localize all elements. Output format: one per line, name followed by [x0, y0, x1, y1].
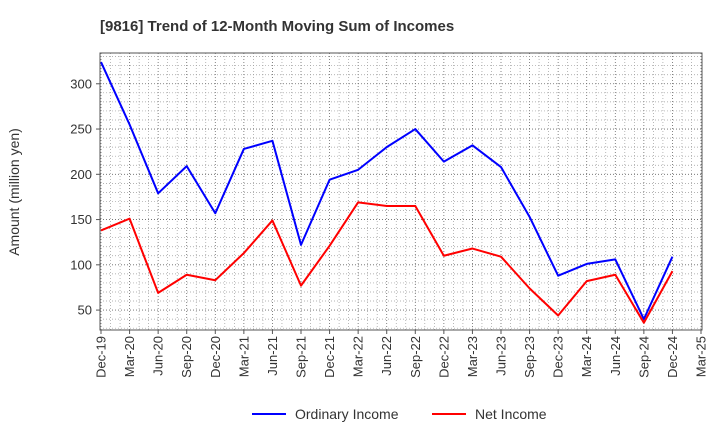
- chart-title: [9816] Trend of 12-Month Moving Sum of I…: [100, 18, 454, 35]
- x-tick-label: Mar-25: [694, 336, 709, 377]
- y-axis-label: Amount (million yen): [6, 128, 22, 256]
- x-tick-label: Jun-22: [379, 336, 394, 376]
- x-tick-label: Jun-24: [608, 336, 623, 376]
- x-tick-label: Mar-23: [465, 336, 480, 377]
- x-tick-label: Mar-20: [122, 336, 137, 377]
- legend-label-1: Net Income: [475, 406, 547, 422]
- x-tick-label: Dec-19: [94, 336, 109, 378]
- x-tick-label: Sep-22: [408, 336, 423, 378]
- x-tick-label: Dec-24: [665, 336, 680, 378]
- grid-lines: [100, 53, 702, 330]
- y-tick-label: 150: [70, 212, 92, 227]
- y-tick-label: 300: [70, 76, 92, 91]
- series-line-0: [100, 61, 674, 321]
- y-tick-label: 50: [78, 303, 92, 318]
- x-tick-label: Sep-23: [522, 336, 537, 378]
- y-tick-label: 250: [70, 122, 92, 137]
- x-tick-label: Dec-23: [551, 336, 566, 378]
- x-tick-label: Sep-20: [179, 336, 194, 378]
- x-tick-label: Mar-22: [351, 336, 366, 377]
- y-tick-label: 200: [70, 167, 92, 182]
- x-tick-label: Mar-21: [236, 336, 251, 377]
- x-tick-label: Jun-21: [265, 336, 280, 376]
- x-axis-ticks: Dec-19 Mar-20 Jun-20 Sep-20 Dec-20 Mar-21 Jun-…: [94, 330, 709, 378]
- series-line-1: [100, 201, 674, 324]
- y-tick-label: 100: [70, 257, 92, 272]
- x-tick-label: Mar-24: [579, 336, 594, 377]
- x-tick-label: Sep-24: [636, 336, 651, 378]
- series-lines: [100, 61, 674, 324]
- x-tick-label: Sep-21: [294, 336, 309, 378]
- x-tick-label: Dec-20: [208, 336, 223, 378]
- legend: Ordinary Income Net Income: [252, 406, 547, 422]
- y-axis-ticks: 50 100 150 200 250 300: [70, 76, 100, 318]
- legend-label-0: Ordinary Income: [295, 406, 399, 422]
- x-tick-label: Jun-20: [151, 336, 166, 376]
- x-tick-label: Dec-22: [436, 336, 451, 378]
- x-tick-label: Dec-21: [322, 336, 337, 378]
- x-tick-label: Jun-23: [494, 336, 509, 376]
- plot-area-frame: [99, 52, 703, 331]
